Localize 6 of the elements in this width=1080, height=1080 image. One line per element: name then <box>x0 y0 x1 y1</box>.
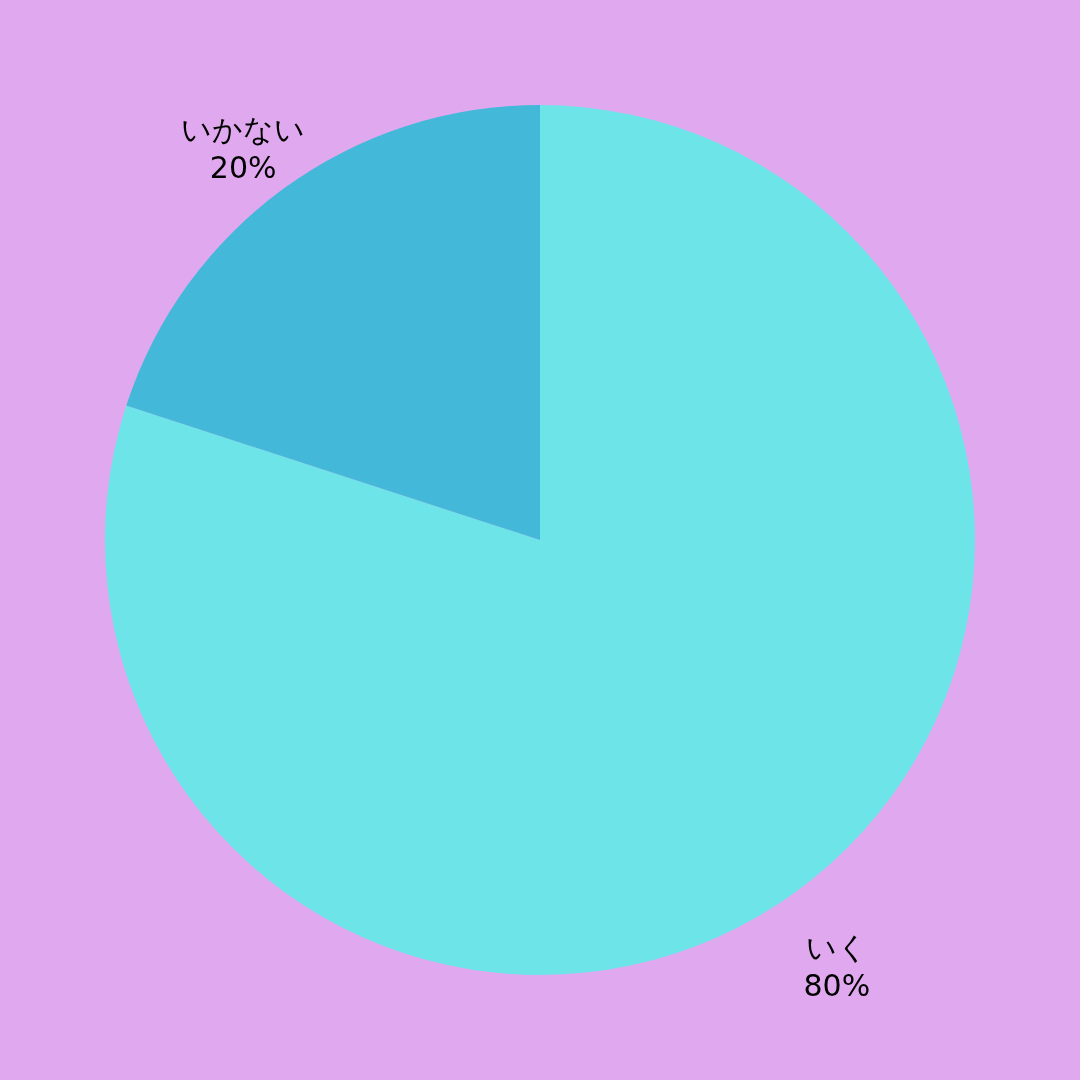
slice-label: いく <box>805 929 868 965</box>
data-label: 80% <box>803 967 871 1003</box>
pie-slice <box>105 105 975 975</box>
data-label: 20% <box>209 150 277 186</box>
slice-label: いかない <box>181 112 306 148</box>
pie-slice <box>126 105 540 540</box>
